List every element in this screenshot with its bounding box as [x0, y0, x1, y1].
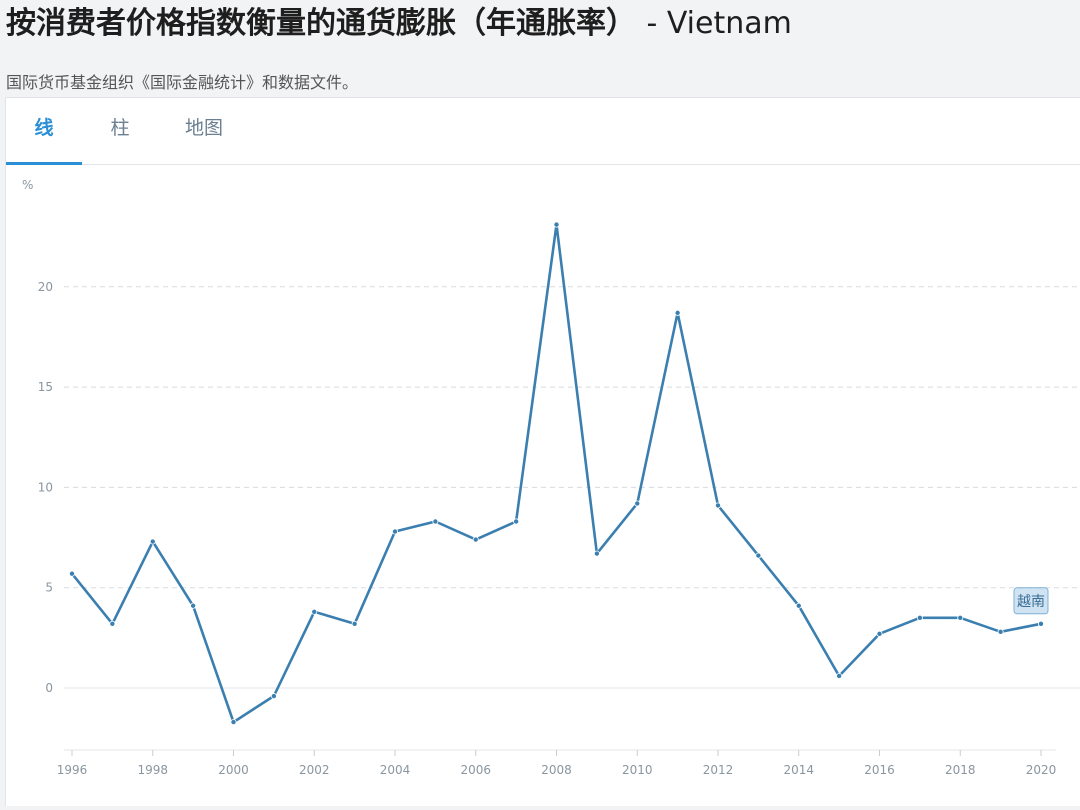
data-point: [634, 500, 641, 507]
x-tick-label: 2008: [541, 763, 572, 777]
data-point: [997, 628, 1004, 635]
y-tick-label: 0: [45, 681, 53, 695]
tab-line[interactable]: 线: [6, 98, 82, 165]
data-point: [957, 614, 964, 621]
data-point: [472, 536, 479, 543]
data-point: [916, 614, 923, 621]
data-point: [391, 528, 398, 535]
inflation-line-chart: % 0 5 10 15 20 1996 1998 2000 2002 2004 2006 2008 201…: [22, 178, 1080, 777]
data-point: [190, 602, 197, 609]
data-point: [593, 550, 600, 557]
data-point: [674, 309, 681, 316]
x-tick-label: 2002: [299, 763, 330, 777]
data-point: [715, 502, 722, 509]
data-point: [149, 538, 156, 545]
data-point: [1038, 620, 1045, 627]
data-point: [795, 602, 802, 609]
x-tick-label: 2016: [864, 763, 895, 777]
data-point: [230, 719, 237, 726]
data-point: [836, 672, 843, 679]
x-tick-label: 1998: [137, 763, 168, 777]
data-point: [876, 630, 883, 637]
data-point: [311, 608, 318, 615]
data-point: [513, 518, 520, 525]
page-title: 按消费者价格指数衡量的通货膨胀（年通胀率） - Vietnam: [6, 2, 792, 46]
x-tick-label: 2006: [460, 763, 491, 777]
x-tick-label: 2000: [218, 763, 249, 777]
x-tick-label: 2004: [380, 763, 411, 777]
x-tick-label: 2020: [1026, 763, 1057, 777]
page-title-country: - Vietnam: [646, 6, 792, 41]
x-tick-label: 2010: [622, 763, 653, 777]
series-label-vietnam: 越南: [1017, 594, 1045, 610]
data-point: [755, 552, 762, 559]
data-point: [109, 620, 116, 627]
data-point: [270, 693, 277, 700]
y-axis-unit-label: %: [22, 178, 33, 192]
chart-card: 线 柱 地图 % 0 5 10 15 20 1996 1998 2000 2002 2004 2006…: [5, 97, 1080, 806]
x-tick-label: 2014: [783, 763, 814, 777]
data-point: [553, 221, 560, 228]
y-tick-label: 20: [38, 280, 53, 294]
chart-tabs: 线 柱 地图: [6, 98, 1080, 165]
series-label-box: [1013, 587, 1049, 615]
x-tick-label: 1996: [57, 763, 88, 777]
chart-area: % 0 5 10 15 20 1996 1998 2000 2002 2004 2006 2008 201…: [6, 98, 1080, 806]
y-tick-label: 5: [45, 581, 53, 595]
tab-map[interactable]: 地图: [184, 117, 223, 139]
y-tick-label: 15: [38, 380, 53, 394]
series-line-vietnam: [70, 223, 1042, 724]
x-tick-label: 2012: [703, 763, 734, 777]
data-point: [351, 620, 358, 627]
data-point: [432, 518, 439, 525]
y-tick-label: 10: [38, 480, 53, 494]
page-title-text: 按消费者价格指数衡量的通货膨胀（年通胀率）: [6, 6, 636, 41]
data-point: [69, 570, 76, 577]
tab-bar[interactable]: 柱: [110, 117, 130, 139]
x-tick-label: 2018: [945, 763, 976, 777]
source-note: 国际货币基金组织《国际金融统计》和数据文件。: [6, 73, 359, 92]
